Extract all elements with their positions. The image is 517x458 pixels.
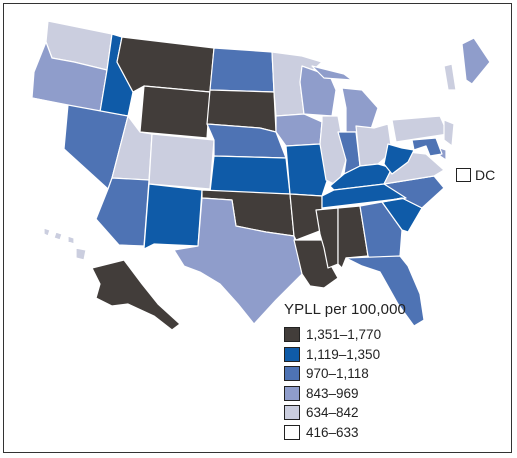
legend-label: 1,351–1,770 — [306, 327, 382, 343]
legend-title: YPLL per 100,000 — [284, 301, 406, 318]
state-mt — [116, 36, 215, 93]
legend-item: 634–842 — [284, 403, 406, 423]
state-me — [461, 37, 491, 85]
state-hi — [43, 227, 87, 261]
legend-item: 1,351–1,770 — [284, 325, 406, 345]
map-frame: DC YPLL per 100,000 1,351–1,770 1,119–1,… — [3, 3, 512, 453]
legend-label: 970–1,118 — [306, 366, 369, 382]
state-nm — [143, 183, 203, 250]
legend-label: 1,119–1,350 — [306, 346, 381, 362]
state-nj — [443, 119, 455, 147]
legend-swatch — [284, 424, 300, 440]
state-co — [148, 133, 215, 190]
dc-callout: DC — [456, 167, 495, 183]
legend-swatch — [284, 385, 300, 401]
legend-item: 1,119–1,350 — [284, 345, 406, 365]
us-choropleth-map — [23, 20, 491, 331]
state-mo — [285, 143, 331, 197]
state-wv — [383, 143, 415, 175]
legend-swatch — [284, 366, 300, 382]
legend-swatch — [284, 327, 300, 343]
state-ks — [209, 155, 291, 195]
state-ma — [449, 89, 475, 103]
legend: YPLL per 100,000 1,351–1,770 1,119–1,350… — [284, 301, 406, 442]
dc-swatch — [456, 168, 471, 182]
state-md — [411, 137, 443, 157]
legend-item: 843–969 — [284, 384, 406, 404]
state-az — [95, 177, 150, 247]
state-vt — [443, 63, 457, 91]
legend-swatch — [284, 346, 300, 362]
state-wy — [139, 85, 211, 139]
state-tx — [173, 197, 303, 325]
legend-label: 634–842 — [306, 405, 359, 421]
state-nd — [209, 47, 275, 93]
legend-item: 970–1,118 — [284, 364, 406, 384]
state-pa — [391, 115, 449, 143]
legend-item: 416–633 — [284, 423, 406, 443]
legend-swatch — [284, 405, 300, 421]
state-nh — [455, 57, 469, 91]
state-ri — [465, 101, 475, 111]
dc-label: DC — [475, 167, 496, 183]
state-nc — [381, 175, 445, 209]
state-ny — [395, 61, 453, 117]
state-ak — [91, 259, 181, 331]
legend-label: 843–969 — [306, 385, 359, 401]
state-ct — [449, 101, 467, 115]
state-ia — [275, 113, 323, 147]
legend-label: 416–633 — [306, 424, 359, 440]
state-fl — [345, 255, 425, 327]
state-ar — [289, 193, 323, 241]
